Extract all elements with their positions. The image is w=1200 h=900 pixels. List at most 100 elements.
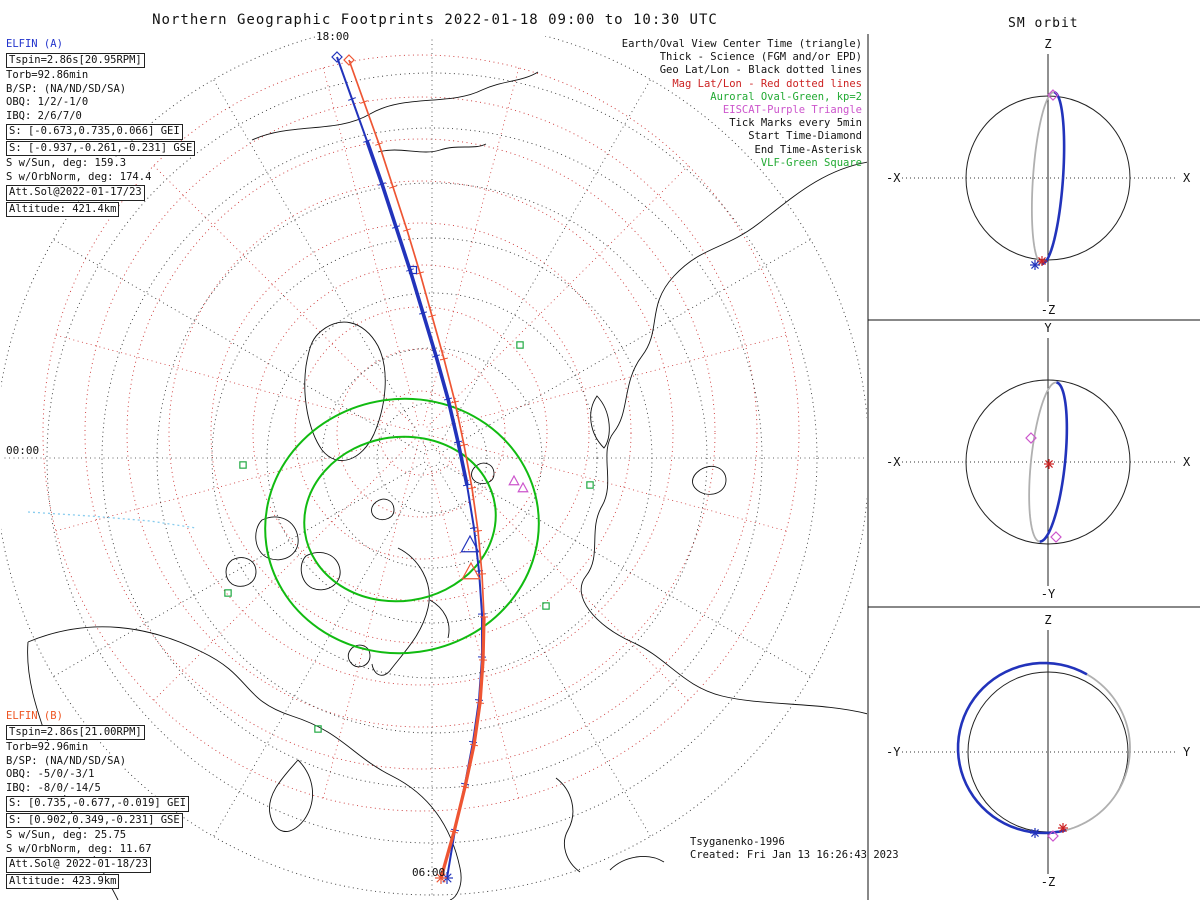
elfin-b-info-line: OBQ: -5/0/-3/1: [6, 768, 95, 782]
legend-line: Thick - Science (FGM and/or EPD): [659, 51, 862, 64]
square-marker: [516, 341, 524, 349]
diamond-marker: [1025, 432, 1037, 444]
orbit-arc: [1041, 90, 1066, 266]
elfin-b-info-line: S: [0.902,0.349,-0.231] GSE: [6, 812, 183, 828]
mlt-label-18: 18:00: [316, 30, 350, 43]
square-marker: [586, 481, 594, 489]
eiscat-stations: [508, 474, 529, 493]
elfin-b-info-line: Tspin=2.86s[21.00RPM]: [6, 724, 145, 740]
asterisk-marker: [1059, 824, 1067, 832]
legend-line: Mag Lat/Lon - Red dotted lines: [672, 77, 862, 90]
magnetic-latlon-grid: [42, 54, 800, 812]
asterisk-marker: [1031, 829, 1039, 837]
elfin-a-lines: Tspin=2.86s[20.95RPM] Torb=92.86min B/SP: …: [6, 52, 196, 217]
diamond-marker: [1050, 531, 1062, 543]
elfin-a-info-block: ELFIN (A) Tspin=2.86s[20.95RPM] Torb=92.8…: [6, 38, 196, 218]
plot-title: Northern Geographic Footprints 2022-01-1…: [152, 12, 718, 28]
sm-orbit-title: SM orbit: [1008, 16, 1079, 31]
elfin-a-header: ELFIN (A): [6, 38, 63, 50]
orbit-arc: [1039, 381, 1069, 543]
square-marker: [224, 589, 232, 597]
orbit-arc: [1066, 673, 1131, 831]
axis-label: X: [1183, 171, 1191, 185]
elfin-b-info-line: Att.Sol@ 2022-01-18/23: [6, 857, 152, 873]
legend-line: VLF-Green Square: [760, 156, 862, 169]
elfin-b-info-line: B/SP: (NA/ND/SD/SA): [6, 754, 127, 768]
orbit-arc: [1028, 381, 1057, 543]
elfin-a-info-line: B/SP: (NA/ND/SD/SA): [6, 82, 127, 96]
triangle-marker: [517, 481, 529, 493]
legend-line: Earth/Oval View Center Time (triangle): [621, 38, 862, 50]
asterisk-marker: [436, 873, 446, 883]
legend-line: Start Time-Diamond: [748, 130, 862, 143]
elfin-b-info-line: S w/OrbNorm, deg: 11.67: [6, 842, 152, 856]
elfin-a-info-line: OBQ: 1/2/-1/0: [6, 96, 89, 110]
sm-orbit-panel-X-Y: Y -Y -X X: [886, 321, 1191, 601]
legend-line: Tick Marks every 5min: [729, 117, 862, 130]
elfin-a-info-line: S: [-0.937,-0.261,-0.231] GSE: [6, 140, 196, 156]
earth-circle: [965, 379, 1131, 545]
terminator-segment: [27, 511, 197, 529]
diamond-marker: [1047, 830, 1059, 842]
asterisk-marker: [1031, 261, 1039, 269]
created-timestamp: Created: Fri Jan 13 16:26:43 2023: [690, 849, 899, 861]
axis-label: X: [1183, 455, 1191, 469]
diamond-marker: [1047, 89, 1059, 101]
axis-label: Y: [1044, 321, 1052, 335]
orbit-arc: [1030, 91, 1055, 265]
square-marker: [542, 602, 550, 610]
axis-label: Z: [1044, 37, 1051, 51]
elfin-a-info-line: S: [-0.673,0.735,0.066] GEI: [6, 124, 183, 140]
elfin-b-info-line: IBQ: -8/0/-14/5: [6, 781, 101, 795]
elfin-b-footprint: [343, 54, 489, 884]
sm-orbit-panel-Y-Z: Z -Z -Y Y: [886, 613, 1191, 889]
axis-label: -X: [886, 171, 901, 185]
axis-label: -Y: [886, 745, 901, 759]
elfin-a-info-line: S w/OrbNorm, deg: 174.4: [6, 170, 152, 184]
square-marker: [314, 725, 322, 733]
map-legend: Earth/Oval View Center Time (triangle) Th…: [622, 38, 862, 170]
triangle-marker: [461, 561, 481, 580]
triangle-marker: [508, 474, 520, 486]
diamond-marker: [343, 54, 355, 66]
legend-line: Auroral Oval-Green, kp=2: [710, 90, 862, 103]
legend-line: Geo Lat/Lon - Black dotted lines: [659, 64, 862, 77]
diamond-marker: [331, 51, 343, 63]
asterisk-marker: [1045, 460, 1053, 468]
axis-label: -Z: [1041, 303, 1055, 317]
axis-label: Z: [1044, 613, 1051, 627]
model-label: Tsyganenko-1996: [690, 836, 785, 848]
mlt-label-06: 06:00: [412, 866, 446, 879]
elfin-b-lines: Tspin=2.86s[21.00RPM] Torb=92.96min B/SP: …: [6, 724, 190, 889]
elfin-b-info-line: Altitude: 423.9km: [6, 873, 120, 889]
elfin-a-info-line: Tspin=2.86s[20.95RPM]: [6, 52, 145, 68]
axis-label: -Y: [1041, 587, 1056, 601]
axis-label: -X: [886, 455, 901, 469]
square-marker: [239, 461, 247, 469]
elfin-b-info-block: ELFIN (B) Tspin=2.86s[21.00RPM] Torb=92.9…: [6, 710, 190, 890]
legend-line: End Time-Asterisk: [754, 143, 862, 156]
elfin-b-info-line: S: [0.735,-0.677,-0.019] GEI: [6, 796, 190, 812]
elfin-b-info-line: S w/Sun, deg: 25.75: [6, 829, 127, 843]
sm-orbit-panel-X-Z: Z -Z -X X: [886, 37, 1191, 317]
elfin-a-info-line: Altitude: 421.4km: [6, 201, 120, 217]
mlt-label-00: 00:00: [6, 444, 40, 457]
elfin-b-header: ELFIN (B): [6, 710, 63, 722]
elfin-b-info-line: Torb=92.96min: [6, 741, 89, 755]
auroral-oval: [264, 397, 540, 655]
triangle-marker: [460, 534, 480, 553]
axis-label: -Z: [1041, 875, 1055, 889]
axis-label: Y: [1183, 745, 1191, 759]
square-marker: [408, 265, 418, 275]
polar-map: [1, 36, 867, 900]
orbit-arc: [956, 661, 1088, 835]
footer-block: Tsyganenko-1996 Created: Fri Jan 13 16:2…: [690, 836, 899, 862]
elfin-a-footprint: [331, 51, 487, 884]
asterisk-marker: [1038, 257, 1046, 265]
elfin-a-info-line: Torb=92.86min: [6, 69, 89, 83]
vlf-stations: [224, 341, 594, 733]
elfin-a-info-line: Att.Sol@2022-01-17/23: [6, 185, 145, 201]
elfin-a-info-line: IBQ: 2/6/7/0: [6, 109, 82, 123]
